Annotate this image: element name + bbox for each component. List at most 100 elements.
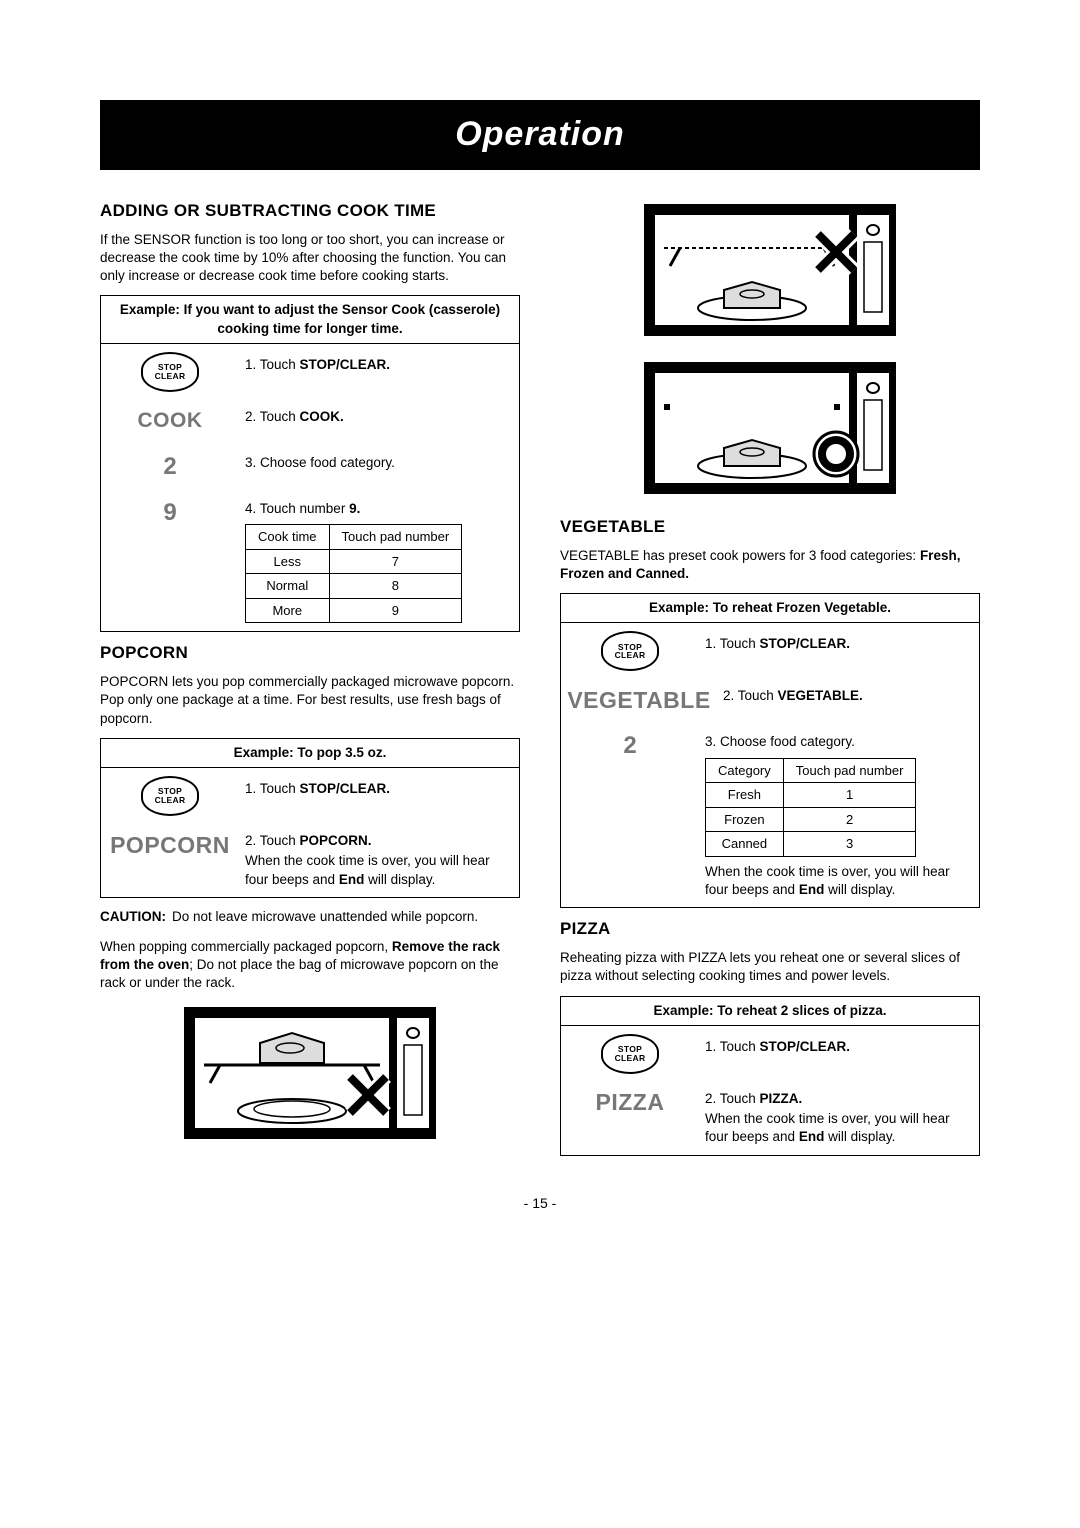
step-row: STOP CLEAR 1. Touch STOP/CLEAR. <box>561 623 979 679</box>
step1-pre: 1. Touch <box>705 636 760 651</box>
after2: will display. <box>364 872 435 887</box>
step-text: 1. Touch STOP/CLEAR. <box>705 631 971 653</box>
table-row: Canned 3 <box>706 832 916 857</box>
vegetable-button-label: VEGETABLE <box>567 685 710 716</box>
step4-pre: 4. Touch number <box>245 501 349 516</box>
cooktime-example-header: Example: If you want to adjust the Senso… <box>101 296 519 343</box>
step2-pre: 2. Touch <box>245 409 300 424</box>
step-row: COOK 2. Touch COOK. <box>101 400 519 446</box>
caution-text: Do not leave microwave unattended while … <box>172 908 478 926</box>
step3-text: 3. Choose food category. <box>705 733 971 751</box>
step-icon: VEGETABLE <box>569 683 709 717</box>
end-bold: End <box>799 1129 825 1144</box>
step1-bold: STOP/CLEAR. <box>760 636 851 651</box>
step-icon: 2 <box>109 450 231 484</box>
step1-bold: STOP/CLEAR. <box>300 357 391 372</box>
table-row: Less 7 <box>246 549 462 574</box>
microwave-wrong-icon <box>180 1003 440 1143</box>
operation-banner: Operation <box>100 100 980 170</box>
step-row: PIZZA 2. Touch PIZZA. When the cook time… <box>561 1082 979 1155</box>
step-row: STOP CLEAR 1. Touch STOP/CLEAR. <box>101 344 519 400</box>
after2: will display. <box>824 1129 895 1144</box>
table-row: Category Touch pad number <box>706 758 916 783</box>
rack-warning: When popping commercially packaged popco… <box>100 938 520 993</box>
step-text: 2. Touch COOK. <box>245 404 511 426</box>
end-note: When the cook time is over, you will hea… <box>245 852 511 888</box>
rack-pre: When popping commercially packaged popco… <box>100 939 392 954</box>
heading-popcorn: POPCORN <box>100 642 520 665</box>
clear-label: CLEAR <box>615 651 646 660</box>
end-note: When the cook time is over, you will hea… <box>705 1110 971 1146</box>
stop-clear-icon: STOP CLEAR <box>141 352 199 392</box>
step-row: 2 3. Choose food category. Category Touc… <box>561 725 979 907</box>
heading-cooktime: ADDING OR SUBTRACTING COOK TIME <box>100 200 520 223</box>
step-row: VEGETABLE 2. Touch VEGETABLE. <box>561 679 979 725</box>
pizza-example-box: Example: To reheat 2 slices of pizza. ST… <box>560 996 980 1156</box>
stop-clear-icon: STOP CLEAR <box>601 1034 659 1074</box>
step-icon: STOP CLEAR <box>569 1034 691 1074</box>
popcorn-intro: POPCORN lets you pop commercially packag… <box>100 673 520 728</box>
step-icon: PIZZA <box>569 1086 691 1120</box>
veg-intro-pre: VEGETABLE has preset cook powers for 3 f… <box>560 548 920 563</box>
cooktime-example-box: Example: If you want to adjust the Senso… <box>100 295 520 632</box>
td: 3 <box>783 832 916 857</box>
table-row: Normal 8 <box>246 574 462 599</box>
pizza-button-label: PIZZA <box>596 1087 665 1118</box>
end-note: When the cook time is over, you will hea… <box>705 863 971 899</box>
digit-2-icon: 2 <box>163 451 176 483</box>
td: More <box>246 598 330 623</box>
th-cooktime: Cook time <box>246 525 330 550</box>
step4-bold: 9. <box>349 501 360 516</box>
popcorn-example-header: Example: To pop 3.5 oz. <box>101 739 519 768</box>
table-row: Cook time Touch pad number <box>246 525 462 550</box>
digit-9-icon: 9 <box>163 497 176 529</box>
cooktime-intro: If the SENSOR function is too long or to… <box>100 231 520 286</box>
popcorn-example-box: Example: To pop 3.5 oz. STOP CLEAR 1. To… <box>100 738 520 898</box>
caution-label: CAUTION: <box>100 908 166 926</box>
digit-2-icon: 2 <box>623 730 636 762</box>
td: Frozen <box>706 807 784 832</box>
th-touchpad: Touch pad number <box>329 525 462 550</box>
step-text: 1. Touch STOP/CLEAR. <box>245 776 511 798</box>
step-row: POPCORN 2. Touch POPCORN. When the cook … <box>101 824 519 897</box>
step-text: 4. Touch number 9. Cook time Touch pad n… <box>245 496 511 623</box>
stop-clear-icon: STOP CLEAR <box>601 631 659 671</box>
popcorn-button-label: POPCORN <box>110 830 230 861</box>
step2-bold: PIZZA. <box>760 1091 803 1106</box>
table-row: Fresh 1 <box>706 783 916 808</box>
th-touchpad: Touch pad number <box>783 758 916 783</box>
step2-bold: POPCORN. <box>300 833 372 848</box>
step-text: 2. Touch VEGETABLE. <box>723 683 971 705</box>
step-text: 3. Choose food category. Category Touch … <box>705 729 971 899</box>
td: 8 <box>329 574 462 599</box>
end-bold: End <box>799 882 825 897</box>
pizza-intro: Reheating pizza with PIZZA lets you rehe… <box>560 949 980 985</box>
page-number: - 15 - <box>100 1194 980 1213</box>
td: Less <box>246 549 330 574</box>
clear-label: CLEAR <box>155 796 186 805</box>
step-icon: STOP CLEAR <box>109 776 231 816</box>
microwave-wrong-icon <box>640 200 900 340</box>
step1-bold: STOP/CLEAR. <box>300 781 391 796</box>
step1-pre: 1. Touch <box>705 1039 760 1054</box>
clear-label: CLEAR <box>155 372 186 381</box>
step2-pre: 2. Touch <box>245 833 300 848</box>
step-text: 2. Touch PIZZA. When the cook time is ov… <box>705 1086 971 1147</box>
td: Fresh <box>706 783 784 808</box>
step2-bold: VEGETABLE. <box>778 688 863 703</box>
caution-row: CAUTION: Do not leave microwave unattend… <box>100 908 520 926</box>
td: 9 <box>329 598 462 623</box>
cooktime-table: Cook time Touch pad number Less 7 Normal… <box>245 524 462 623</box>
step-row: 2 3. Choose food category. <box>101 446 519 492</box>
end-bold: End <box>339 872 365 887</box>
step-icon: 2 <box>569 729 691 763</box>
vegetable-intro: VEGETABLE has preset cook powers for 3 f… <box>560 547 980 583</box>
step2-bold: COOK. <box>300 409 344 424</box>
clear-label: CLEAR <box>615 1054 646 1063</box>
table-row: Frozen 2 <box>706 807 916 832</box>
td: Canned <box>706 832 784 857</box>
td: 2 <box>783 807 916 832</box>
stop-clear-icon: STOP CLEAR <box>141 776 199 816</box>
step2-pre: 2. Touch <box>705 1091 760 1106</box>
right-column: VEGETABLE VEGETABLE has preset cook powe… <box>560 190 980 1166</box>
